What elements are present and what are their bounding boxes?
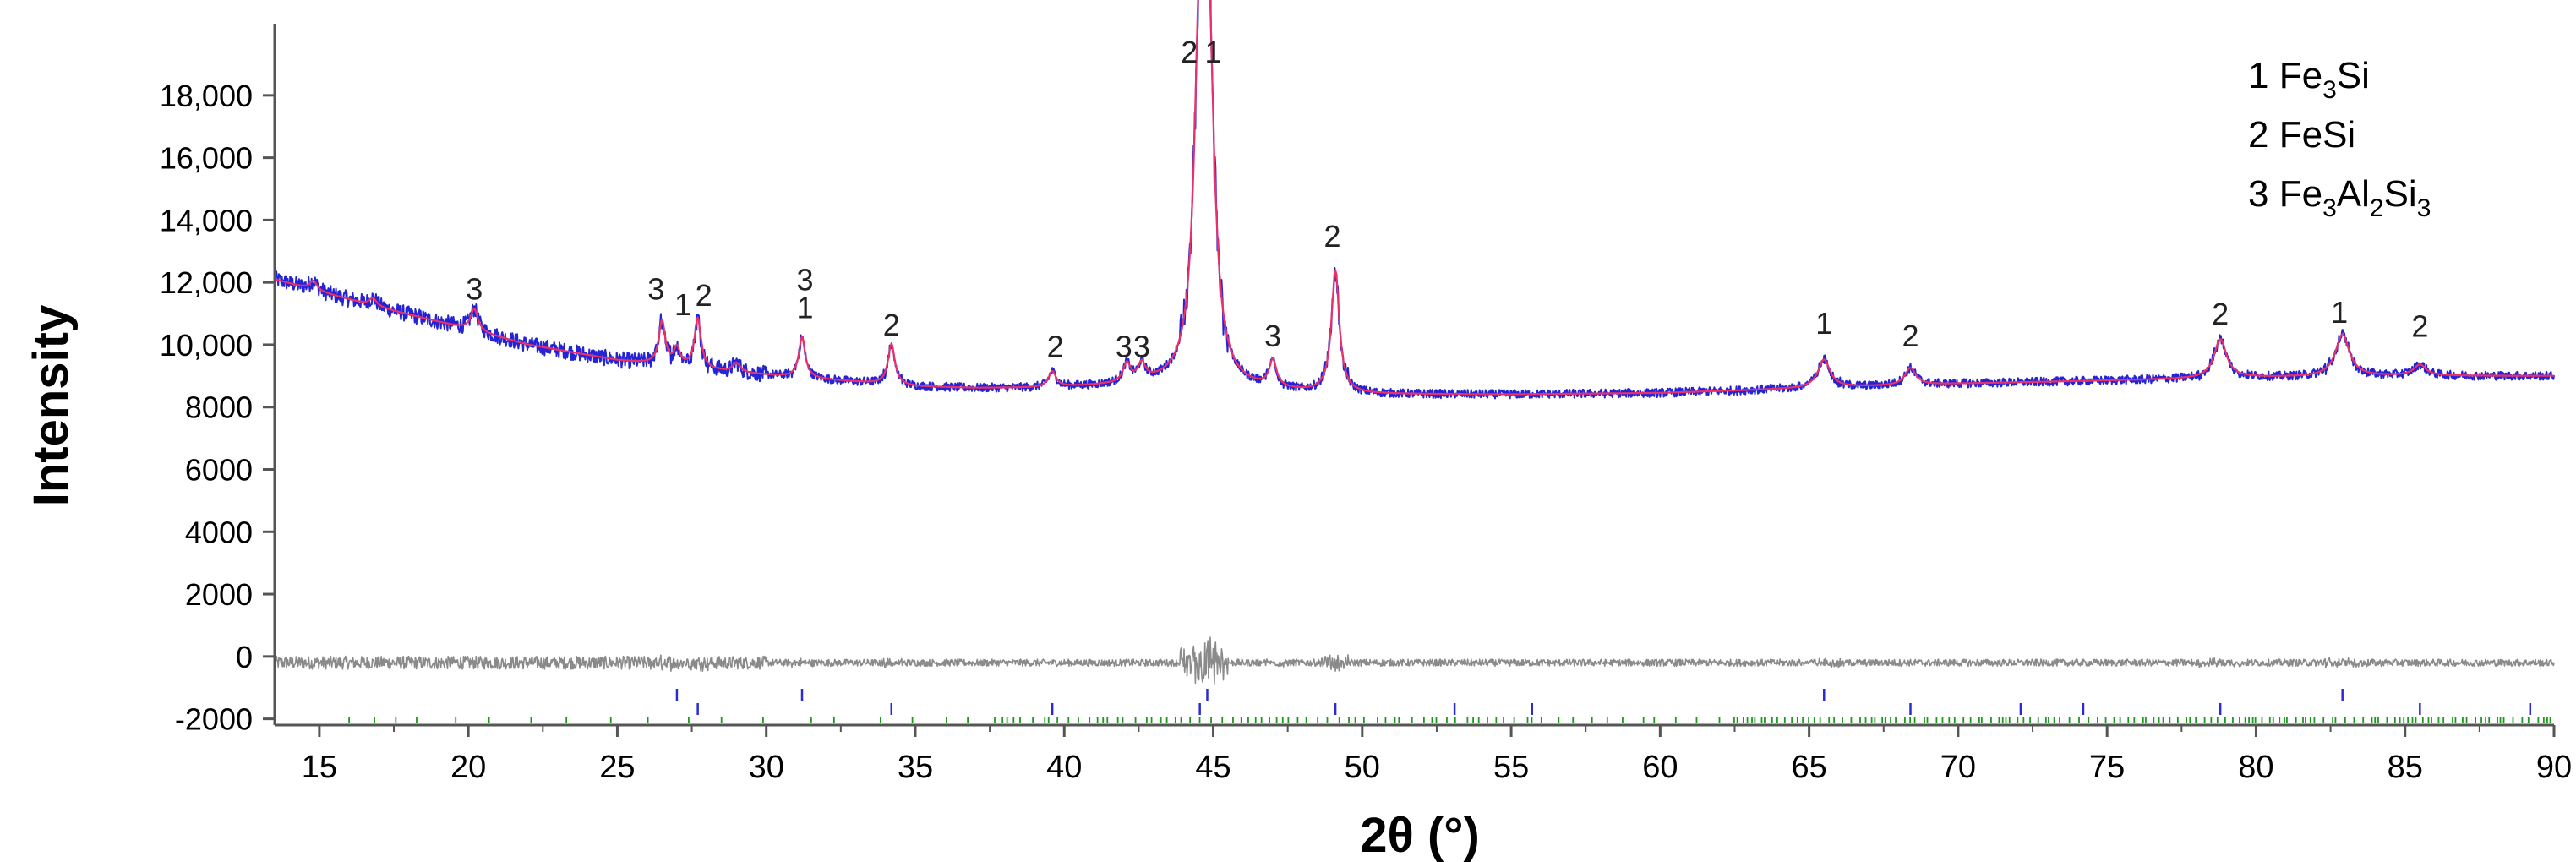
y-tick-label-16000: 16,000 [160, 141, 253, 176]
peak-label-13: 2 [1324, 219, 1341, 254]
peak-label-14: 1 [1815, 306, 1832, 341]
difference-line [274, 636, 2555, 685]
peak-label-1: 3 [647, 271, 664, 306]
x-ticks: 15 20 25 30 35 40 45 50 55 60 65 70 75 80 85 90 [302, 725, 2572, 785]
y-axis-title: Intensity [24, 305, 79, 507]
x-tick-label-55: 55 [1493, 750, 1529, 785]
axes [273, 24, 2554, 727]
peak-label-8: 3 [1116, 330, 1132, 364]
reflection-markers [348, 689, 2551, 723]
peak-label-2: 1 [674, 287, 691, 322]
observed-line [274, 0, 2555, 400]
legend-entry-fesi: 2 FeSi [2248, 114, 2355, 155]
y-tick-label--2000: -2000 [175, 702, 253, 737]
calculated-series [274, 0, 2555, 396]
y-tick-label-4000: 4000 [185, 515, 253, 549]
peak-label-12: 3 [1264, 319, 1281, 353]
x-tick-label-40: 40 [1046, 750, 1082, 785]
difference-series [274, 636, 2555, 685]
x-tick-label-60: 60 [1642, 750, 1678, 785]
y-tick-label-10000: 10,000 [160, 328, 253, 363]
legend-entry-fe3al2si3: 3 Fe3Al2Si3 [2248, 173, 2431, 222]
peak-label-15: 2 [1902, 319, 1918, 353]
y-tick-label-14000: 14,000 [160, 203, 253, 237]
y-tick-label-0: 0 [236, 640, 253, 674]
peak-label-9: 3 [1133, 330, 1150, 364]
x-tick-label-85: 85 [2388, 750, 2423, 785]
peak-label-0: 3 [466, 271, 483, 306]
x-axis-title: 2θ (°) [1360, 808, 1480, 862]
x-tick-label-80: 80 [2238, 750, 2273, 785]
x-tick-label-70: 70 [1940, 750, 1976, 785]
peak-label-16: 2 [2212, 297, 2229, 331]
y-tick-label-18000: 18,000 [160, 79, 253, 113]
peak-label-18: 2 [2411, 309, 2428, 344]
y-tick-label-12000: 12,000 [160, 265, 253, 300]
peak-label-17: 1 [2331, 295, 2348, 330]
peak-label-5: 1 [797, 291, 814, 325]
y-ticks: -2000 0 2000 4000 6000 8000 10,000 12,000 14,000… [160, 79, 275, 737]
y-tick-label-8000: 8000 [185, 390, 253, 425]
peak-label-3: 2 [696, 278, 712, 313]
legend: 1 Fe3Si 2 FeSi 3 Fe3Al2Si3 [2248, 55, 2431, 222]
peak-label-7: 2 [1047, 330, 1064, 364]
x-tick-label-20: 20 [450, 750, 486, 785]
peak-label-11: 1 [1205, 35, 1222, 69]
x-tick-label-25: 25 [599, 750, 635, 785]
x-tick-label-65: 65 [1791, 750, 1826, 785]
x-tick-label-45: 45 [1195, 750, 1231, 785]
y-tick-label-2000: 2000 [185, 577, 253, 612]
x-tick-label-35: 35 [898, 750, 933, 785]
x-tick-label-15: 15 [302, 750, 337, 785]
peak-label-10: 2 [1181, 35, 1198, 69]
y-tick-label-6000: 6000 [185, 453, 253, 488]
x-tick-label-75: 75 [2089, 750, 2125, 785]
peak-label-4: 3 [797, 262, 814, 297]
calculated-line [274, 0, 2555, 396]
legend-entry-fe3si: 1 Fe3Si [2248, 55, 2370, 104]
x-tick-label-90: 90 [2536, 750, 2572, 785]
x-tick-label-30: 30 [749, 750, 784, 785]
x-tick-label-50: 50 [1345, 750, 1380, 785]
peak-label-6: 2 [883, 308, 900, 342]
observed-series [274, 0, 2555, 400]
